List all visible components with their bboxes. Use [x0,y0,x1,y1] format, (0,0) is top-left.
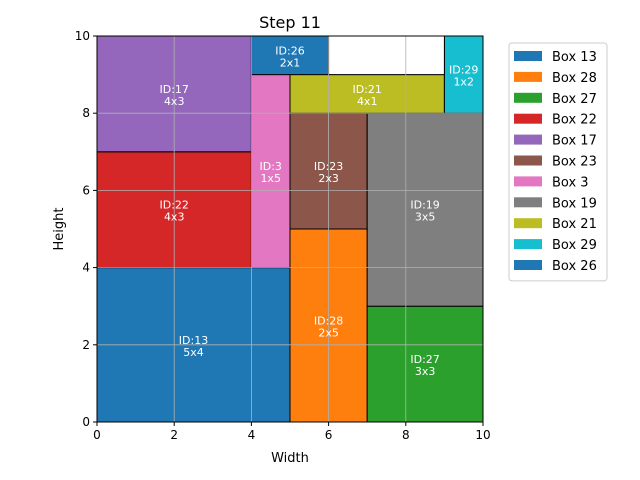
plot-frame [96,35,484,423]
legend-label: Box 21 [552,217,597,232]
legend-swatch [514,197,542,208]
box-17-id-label: ID:17 [159,83,188,96]
legend-label: Box 29 [552,238,597,253]
box-22-size-label: 4x3 [164,211,185,224]
box-labels-layer: ID:135x4ID:282x5ID:273x3ID:224x3ID:174x3… [159,44,478,378]
legend-swatch [514,176,542,187]
box-23-id-label: ID:23 [314,160,343,173]
x-tick-label: 10 [475,428,490,442]
chart-title: Step 11 [259,13,321,32]
y-tick-label: 10 [75,29,90,43]
legend-label: Box 27 [552,92,597,107]
y-tick-label: 6 [82,183,90,197]
box-19-id-label: ID:19 [410,199,439,212]
box-13-id-label: ID:13 [179,334,208,347]
box-3-size-label: 1x5 [260,172,281,185]
legend-swatch [514,155,542,166]
box-27-id-label: ID:27 [410,353,439,366]
legend-swatch [514,218,542,229]
box-22-id-label: ID:22 [159,199,188,212]
x-tick-label: 6 [325,428,333,442]
y-axis-label: Height [52,208,67,251]
box-21-size-label: 4x1 [357,95,378,108]
legend-swatch [514,92,542,103]
x-tick-label: 2 [170,428,178,442]
legend-swatch [514,134,542,145]
legend-swatch [514,71,542,82]
box-26-size-label: 2x1 [280,56,301,69]
box-17-size-label: 4x3 [164,95,185,108]
x-tick-label: 0 [93,428,101,442]
box-13-size-label: 5x4 [183,346,204,359]
box-29-id-label: ID:29 [449,64,478,77]
x-axis-label: Width [271,451,309,466]
box-28-size-label: 2x5 [318,327,339,340]
legend-label: Box 22 [552,113,597,128]
legend-swatch [514,239,542,250]
legend-label: Box 23 [552,155,597,170]
y-tick-label: 4 [82,261,90,275]
box-29-size-label: 1x2 [453,76,474,89]
box-19 [366,112,484,307]
x-tick-label: 4 [248,428,256,442]
box-29 [443,35,484,114]
box-3-id-label: ID:3 [259,160,281,173]
legend-label: Box 19 [552,196,597,211]
y-axis: 0 2 4 6 8 10 [75,29,97,429]
legend-label: Box 13 [552,50,597,65]
legend-swatch [514,260,542,270]
legend-label: Box 28 [552,71,597,86]
x-axis: 0 2 4 6 8 10 [93,422,491,442]
legend-label: Box 17 [552,134,597,149]
y-tick-label: 0 [82,415,90,429]
box-28-id-label: ID:28 [314,315,343,328]
legend-swatch [514,51,542,61]
legend: Box 13 Box 28 Box 27 Box 22 Box 17 Box 23 Box … [508,42,608,282]
box-27-size-label: 3x3 [415,365,436,378]
empty-cells-layer [328,35,445,76]
box-21-id-label: ID:21 [352,83,381,96]
empty-cell [328,35,445,76]
legend-swatch [514,113,542,124]
y-tick-label: 8 [82,106,90,120]
box-26-id-label: ID:26 [275,44,304,57]
y-tick-label: 2 [82,338,90,352]
plot-area: ID:135x4ID:282x5ID:273x3ID:224x3ID:174x3… [96,35,484,423]
box-19-size-label: 3x5 [415,211,436,224]
legend-label: Box 26 [552,259,597,274]
x-tick-label: 8 [402,428,410,442]
legend-label: Box 3 [552,175,589,190]
box-23-size-label: 2x3 [318,172,339,185]
